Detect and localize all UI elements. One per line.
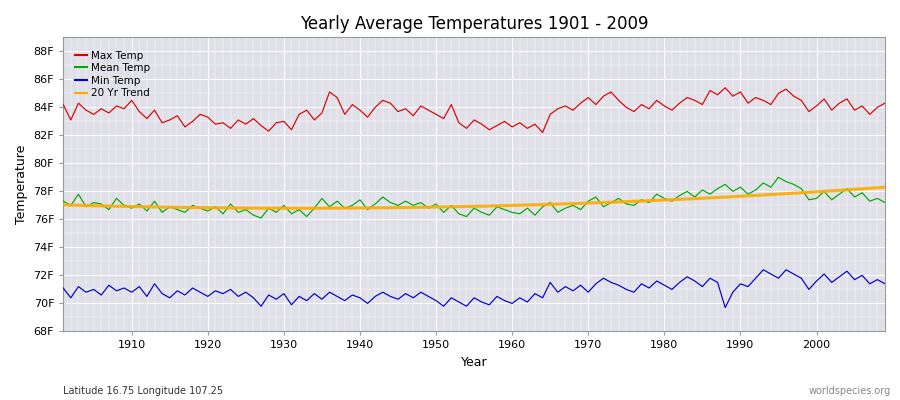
- X-axis label: Year: Year: [461, 356, 488, 369]
- Text: Latitude 16.75 Longitude 107.25: Latitude 16.75 Longitude 107.25: [63, 386, 223, 396]
- Title: Yearly Average Temperatures 1901 - 2009: Yearly Average Temperatures 1901 - 2009: [300, 15, 648, 33]
- Text: worldspecies.org: worldspecies.org: [809, 386, 891, 396]
- Y-axis label: Temperature: Temperature: [15, 145, 28, 224]
- Legend: Max Temp, Mean Temp, Min Temp, 20 Yr Trend: Max Temp, Mean Temp, Min Temp, 20 Yr Tre…: [73, 48, 152, 100]
